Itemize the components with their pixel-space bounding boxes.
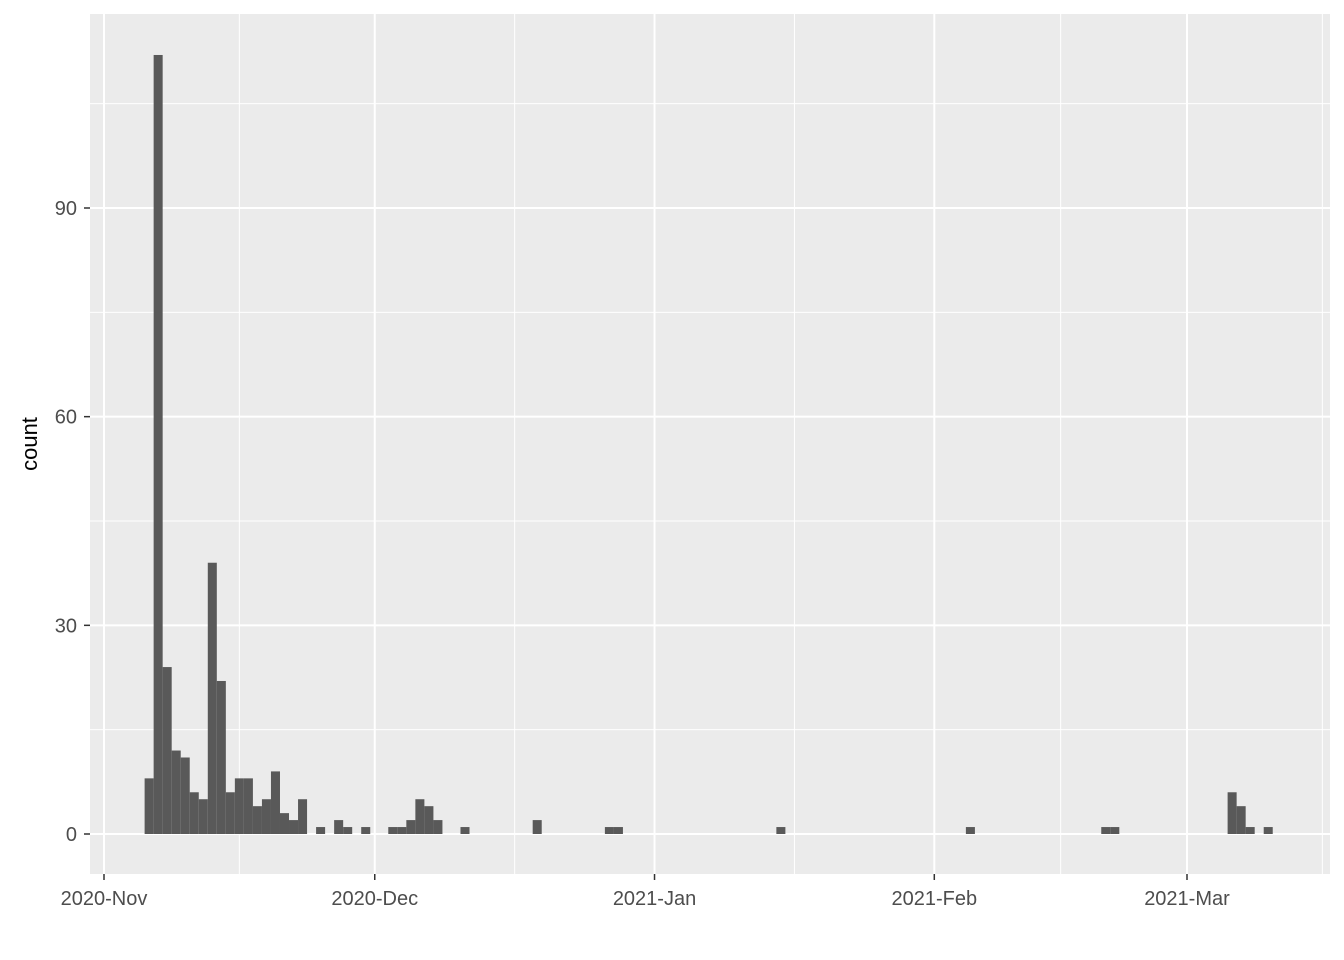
y-tick-label: 0 xyxy=(66,824,77,846)
histogram-bar xyxy=(1263,827,1273,834)
histogram-bar xyxy=(397,827,407,834)
bars xyxy=(144,54,1273,834)
x-tick-label: 2020-Nov xyxy=(61,888,148,910)
y-tick-label: 30 xyxy=(55,615,77,637)
histogram-bar xyxy=(225,792,235,834)
histogram-bar xyxy=(234,778,244,834)
histogram-bar xyxy=(316,827,326,834)
histogram-bar xyxy=(424,806,434,834)
plot-panel xyxy=(90,14,1330,874)
x-tick-label: 2021-Feb xyxy=(891,888,977,910)
histogram-bar xyxy=(776,827,786,834)
gridlines xyxy=(90,14,1330,874)
histogram-bar xyxy=(433,820,443,834)
histogram-bar xyxy=(361,827,371,834)
histogram-bar xyxy=(207,562,217,834)
histogram-bar xyxy=(243,778,253,834)
histogram-bar xyxy=(532,820,542,834)
histogram-bar xyxy=(189,792,199,834)
histogram-bar xyxy=(343,827,353,834)
histogram-bar xyxy=(1227,792,1237,834)
y-axis-label: count xyxy=(17,417,42,471)
histogram-bar xyxy=(252,806,262,834)
histogram-bar xyxy=(171,750,181,834)
histogram-bar xyxy=(279,813,290,834)
histogram-bar xyxy=(153,54,163,834)
histogram-bar xyxy=(334,820,344,834)
histogram-bar xyxy=(613,827,623,834)
histogram-bar xyxy=(460,827,470,834)
histogram-bar xyxy=(162,667,172,834)
histogram-bar xyxy=(415,799,425,834)
x-tick-label: 2021-Jan xyxy=(613,888,696,910)
histogram-bar xyxy=(1101,827,1111,834)
histogram-bar xyxy=(289,820,299,834)
histogram-bar xyxy=(1236,806,1246,834)
histogram-bar xyxy=(604,827,614,834)
histogram-bar xyxy=(1245,827,1255,834)
histogram-bar xyxy=(1110,827,1120,834)
histogram-bar xyxy=(270,771,280,834)
histogram-bar xyxy=(406,820,416,834)
y-tick-label: 60 xyxy=(55,407,77,429)
histogram-bar xyxy=(298,799,308,834)
axes: 0 30 60 90 2020-Nov 2020-Dec 2021-Jan 2021-Feb 2… xyxy=(55,198,1230,910)
histogram-bar xyxy=(261,799,271,834)
histogram-bar xyxy=(180,757,190,834)
histogram-bar xyxy=(198,799,208,834)
histogram-bar xyxy=(388,827,398,834)
histogram-bar xyxy=(216,680,226,834)
histogram-bar xyxy=(144,778,154,834)
histogram-bar xyxy=(965,827,975,834)
x-tick-label: 2021-Mar xyxy=(1144,888,1230,910)
y-tick-label: 90 xyxy=(55,198,77,220)
x-tick-label: 2020-Dec xyxy=(331,888,418,910)
